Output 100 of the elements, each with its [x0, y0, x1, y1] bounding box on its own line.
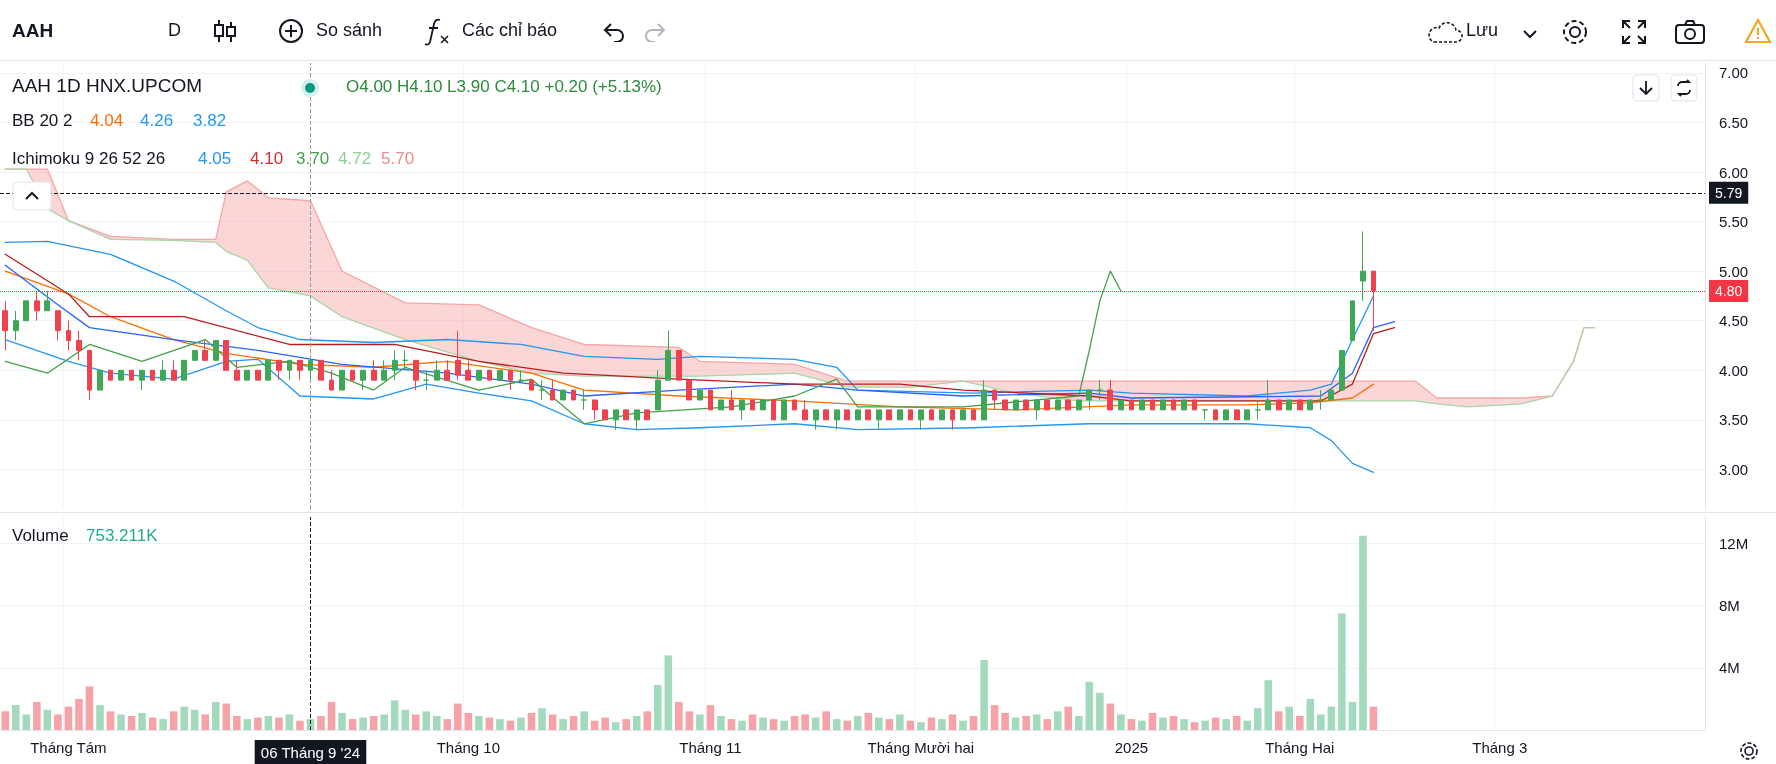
candlestick: [1350, 300, 1355, 342]
bar: [1369, 706, 1378, 730]
bar: [127, 716, 136, 730]
candlestick: [308, 359, 313, 381]
y-tick-label: 4.00: [1719, 361, 1749, 379]
bar: [475, 716, 483, 730]
candlestick: [708, 389, 713, 411]
candlestick: [1234, 409, 1240, 421]
candlestick: [413, 359, 419, 391]
candlestick: [44, 290, 50, 312]
bar: [296, 720, 304, 730]
candlestick: [181, 359, 187, 381]
candlestick: [1255, 399, 1261, 421]
bar: [1096, 692, 1104, 730]
bar: [938, 719, 946, 730]
bar: [117, 714, 125, 730]
bar: [233, 716, 241, 730]
candlestick: [97, 369, 103, 391]
bar: [464, 712, 473, 730]
bar: [1264, 680, 1273, 730]
candlestick: [171, 359, 177, 381]
candlestick: [992, 389, 997, 411]
bar: [454, 703, 462, 730]
candlestick: [760, 399, 766, 411]
bar: [1053, 711, 1062, 730]
bar: [538, 708, 546, 730]
candlestick: [118, 369, 124, 381]
candlestick: [1223, 409, 1229, 421]
annotation: 4.04: [90, 111, 124, 132]
bar: [1232, 716, 1241, 730]
candlestick: [1002, 399, 1008, 411]
candlestick: [1076, 399, 1082, 411]
bar: [64, 706, 73, 730]
bar: [717, 716, 725, 730]
ref-line-label: 4.80: [1715, 282, 1743, 299]
bar: [801, 714, 809, 730]
candlestick: [76, 330, 82, 361]
bar: [1032, 714, 1041, 730]
candlestick: [487, 369, 492, 381]
candlestick: [1328, 389, 1334, 401]
annotation: AAH 1D HNX.UPCOM: [12, 75, 203, 98]
text: Các chỉ báo: [462, 20, 558, 42]
candlestick: [223, 340, 229, 371]
candlestick: [1086, 389, 1092, 411]
candlestick: [634, 409, 640, 431]
bar: [1348, 702, 1357, 730]
candlestick: [802, 399, 808, 421]
bar: [1138, 720, 1146, 730]
x-tick-label: Tháng 3: [1472, 739, 1528, 756]
bar: [696, 714, 704, 730]
bar: [948, 714, 957, 730]
bar: [369, 716, 378, 730]
candlestick: [297, 359, 303, 381]
bar: [853, 716, 862, 730]
bar: [159, 719, 167, 730]
bar: [138, 712, 146, 730]
bar: [75, 698, 83, 730]
candlestick: [66, 320, 71, 351]
y-tick-label: 4M: [1719, 659, 1740, 677]
bar: [1222, 719, 1230, 730]
bar: [327, 702, 336, 730]
candlestick: [350, 369, 355, 381]
candlestick: [1360, 230, 1366, 302]
candlestick: [1276, 399, 1282, 411]
bar: [254, 717, 262, 730]
candlestick: [455, 330, 461, 381]
bar: [1253, 708, 1262, 730]
candlestick: [213, 340, 219, 361]
candlestick: [918, 409, 924, 431]
candlestick: [1044, 399, 1050, 411]
bar: [685, 711, 694, 730]
annotation: 4.26: [140, 111, 174, 132]
candlestick: [571, 389, 576, 401]
candlestick: [792, 399, 797, 411]
candlestick: [1129, 399, 1134, 411]
candlestick: [402, 349, 408, 371]
bar: [980, 660, 988, 730]
candlestick: [1034, 399, 1040, 421]
candlestick: [655, 369, 661, 411]
x-tick-label: Tháng Tám: [30, 739, 107, 756]
bar: [1001, 712, 1009, 730]
bar: [1074, 716, 1083, 730]
candlestick: [750, 399, 755, 411]
y-tick-label: 7.00: [1719, 64, 1749, 82]
candlestick: [834, 409, 840, 431]
bar: [54, 714, 62, 730]
bar: [527, 712, 536, 730]
candlestick: [908, 409, 913, 421]
candlestick: [1244, 409, 1250, 421]
y-tick-label: 6.50: [1719, 113, 1749, 131]
bar: [601, 717, 609, 730]
bar: [632, 716, 641, 730]
bar: [1117, 714, 1125, 730]
candlestick: [1181, 399, 1187, 411]
bar: [264, 716, 273, 730]
bar: [1, 711, 10, 730]
candlestick: [1339, 349, 1345, 391]
candlestick: [971, 409, 976, 421]
bar: [1327, 706, 1336, 730]
bar: [85, 686, 94, 730]
